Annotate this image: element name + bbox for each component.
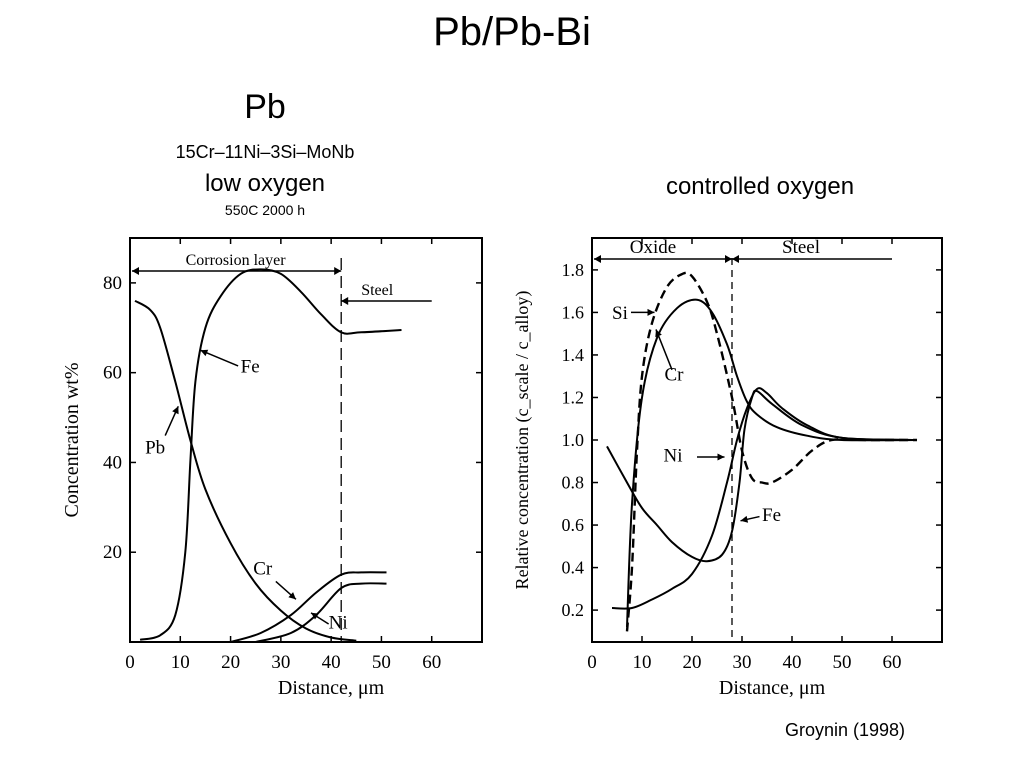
slide-title: Pb/Pb-Bi <box>433 10 591 54</box>
y-tick-label: 20 <box>103 542 122 563</box>
series-line-fe <box>139 268 402 641</box>
series-line-ni <box>611 387 918 610</box>
y-tick-label: 0.8 <box>562 473 585 493</box>
series-line-si <box>625 271 917 632</box>
series-label-fe: Fe <box>762 505 781 526</box>
y-tick-label: 40 <box>103 452 122 473</box>
series-pointer-head <box>647 308 655 316</box>
series-line-fe <box>606 389 918 563</box>
x-tick-label: 40 <box>783 652 802 673</box>
x-axis-label: Distance, μm <box>278 677 385 699</box>
series-pointer-head <box>311 612 319 620</box>
series-label-ni: Ni <box>664 445 683 466</box>
series-label-cr: Cr <box>665 364 685 385</box>
x-tick-label: 30 <box>733 652 752 673</box>
series-pointer-head <box>655 329 662 338</box>
x-tick-label: 10 <box>171 652 190 673</box>
y-tick-label: 1.2 <box>562 387 585 407</box>
series-pointer-head <box>172 406 179 415</box>
right-chart: 0 10 20 30 40 50 60 0.2 0.4 0.6 0.8 1.0 1.2 1.4 1.6 1.8… <box>512 237 943 699</box>
region-arrow-head <box>594 255 601 263</box>
y-axis-label: Concentration wt% <box>61 363 83 518</box>
left-params: 550C 2000 h <box>224 202 306 218</box>
y-tick-label: 1.0 <box>562 430 585 450</box>
y-tick-label: 1.8 <box>562 260 585 280</box>
series-label-si: Si <box>612 303 628 324</box>
y-tick-label: 1.6 <box>562 302 585 322</box>
region-arrow-head <box>334 267 342 275</box>
y-tick-label: 0.6 <box>562 515 585 535</box>
x-axis-label: Distance, μm <box>719 677 826 699</box>
series-label-pb: Pb <box>145 437 165 458</box>
left-condition: low oxygen <box>204 170 326 197</box>
x-tick-label: 30 <box>271 652 290 673</box>
series-pointer-head <box>288 592 296 600</box>
series-line-ni <box>255 582 387 643</box>
series-pointer-head <box>740 515 749 523</box>
region-arrow-head <box>132 267 139 275</box>
series-label-cr: Cr <box>253 559 273 580</box>
left-chart: 0 10 20 30 40 50 60 20 40 60 80 Distance, μm Concent… <box>61 237 483 699</box>
x-tick-label: 50 <box>372 652 391 673</box>
series-pointer-head <box>717 453 725 461</box>
y-axis-label: Relative concentration (c_scale / c_allo… <box>512 291 533 590</box>
y-tick-label: 60 <box>103 363 122 384</box>
x-tick-label: 0 <box>125 652 135 673</box>
citation: Groynin (1998) <box>784 720 906 740</box>
series-pointer <box>655 329 673 371</box>
plot-frame <box>129 237 483 643</box>
region-label: Corrosion layer <box>186 252 287 269</box>
region-label: Steel <box>361 282 394 299</box>
x-tick-label: 50 <box>833 652 852 673</box>
x-tick-label: 20 <box>683 652 702 673</box>
x-tick-label: 0 <box>587 652 597 673</box>
x-tick-label: 60 <box>422 652 441 673</box>
region-arrow-head <box>725 255 732 263</box>
x-tick-label: 40 <box>322 652 341 673</box>
series-line-pb <box>134 299 357 642</box>
y-tick-label: 80 <box>103 273 122 294</box>
region-label: Oxide <box>630 237 676 258</box>
series-line-cr <box>626 298 918 628</box>
series-pointer-head <box>200 349 209 357</box>
left-alloy: 15Cr–11Ni–3Si–MoNb <box>175 142 355 162</box>
right-heading: controlled oxygen <box>665 173 855 200</box>
y-tick-label: 0.2 <box>562 600 585 620</box>
series-label-ni: Ni <box>329 613 348 634</box>
region-arrow-head <box>732 255 739 263</box>
x-tick-label: 10 <box>633 652 652 673</box>
y-tick-label: 0.4 <box>562 558 585 578</box>
region-label: Steel <box>782 237 820 258</box>
series-line-cr <box>230 571 387 643</box>
region-arrow-head <box>341 297 349 305</box>
x-tick-label: 60 <box>883 652 902 673</box>
series-label-fe: Fe <box>241 357 260 378</box>
left-heading: Pb <box>244 88 286 126</box>
y-tick-label: 1.4 <box>562 345 585 365</box>
x-tick-label: 20 <box>221 652 240 673</box>
